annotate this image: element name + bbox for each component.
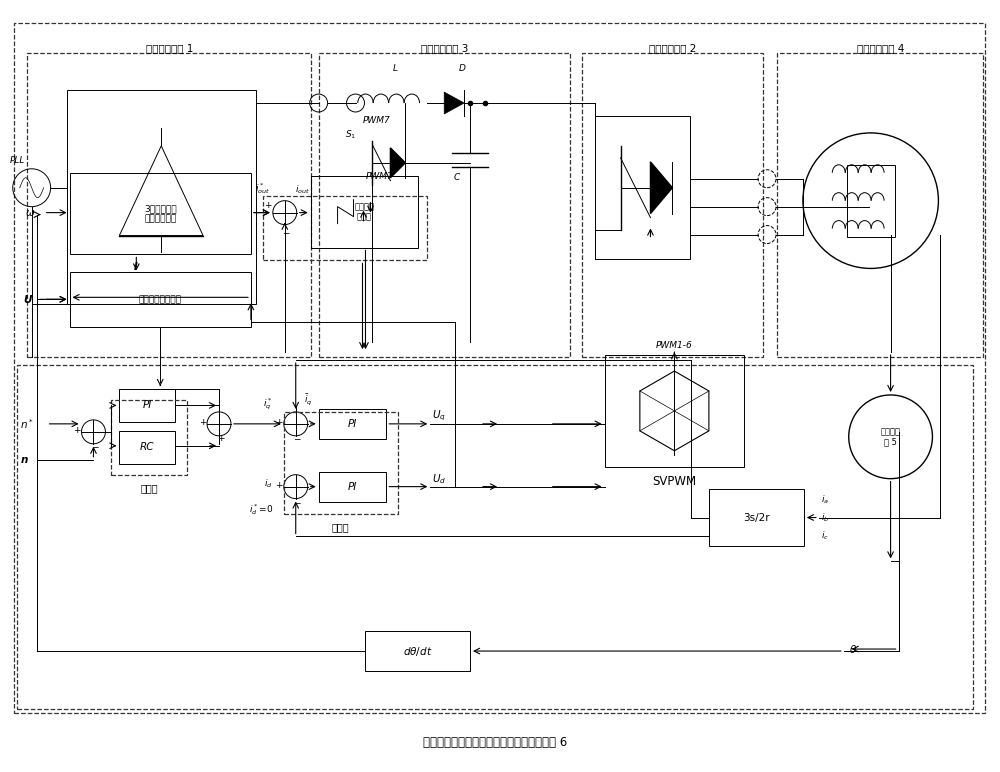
Text: L: L — [393, 64, 398, 73]
Bar — [27, 53, 311, 357]
Text: $i_q^*$: $i_q^*$ — [263, 396, 273, 412]
Bar — [847, 164, 895, 236]
Text: $-$: $-$ — [282, 227, 291, 236]
Bar — [311, 176, 418, 248]
Text: PI: PI — [143, 401, 152, 411]
Bar — [709, 489, 804, 547]
Bar — [365, 631, 470, 671]
Text: PWM1-6: PWM1-6 — [656, 341, 693, 350]
Bar — [777, 53, 983, 357]
Text: 光电编码
盘 5: 光电编码 盘 5 — [881, 427, 901, 446]
Circle shape — [803, 133, 938, 269]
Text: 单相整流电路 1: 单相整流电路 1 — [146, 43, 193, 53]
Text: PI: PI — [348, 419, 357, 429]
Text: $+$: $+$ — [73, 425, 82, 435]
Bar — [14, 23, 985, 713]
Polygon shape — [650, 162, 672, 214]
Bar — [67, 90, 256, 304]
Bar — [319, 53, 570, 357]
Bar — [70, 173, 251, 255]
Circle shape — [849, 395, 932, 479]
Text: PLL: PLL — [10, 156, 25, 165]
Text: $n^*$: $n^*$ — [20, 417, 34, 431]
Text: C: C — [453, 173, 459, 182]
Text: PWM7: PWM7 — [362, 116, 390, 125]
Text: $\boldsymbol{U}$: $\boldsymbol{U}$ — [23, 293, 33, 305]
Text: $i_d$: $i_d$ — [264, 477, 273, 490]
Text: 3s/2r: 3s/2r — [743, 513, 770, 523]
Text: $i_c$: $i_c$ — [821, 530, 829, 542]
Text: $+$: $+$ — [217, 433, 225, 443]
Text: $\boldsymbol{n}$: $\boldsymbol{n}$ — [20, 455, 29, 465]
Bar — [119, 431, 175, 464]
Text: $\bar{i}_q$: $\bar{i}_q$ — [304, 392, 313, 407]
Bar — [119, 389, 175, 422]
Text: $i_{out}$: $i_{out}$ — [295, 183, 310, 195]
Bar — [319, 409, 386, 438]
Bar — [582, 53, 763, 357]
Polygon shape — [390, 148, 405, 178]
Bar — [284, 412, 398, 513]
Text: $-$: $-$ — [293, 433, 302, 442]
Text: 三相逆变电路 2: 三相逆变电路 2 — [649, 43, 696, 53]
Text: PWM7: PWM7 — [365, 171, 393, 181]
Text: 永磁同步电机 4: 永磁同步电机 4 — [857, 43, 904, 53]
Bar — [263, 195, 427, 260]
Text: $\omega$: $\omega$ — [25, 208, 35, 218]
Text: 谐波注入电路 3: 谐波注入电路 3 — [421, 43, 468, 53]
Text: $i_{out}^*$: $i_{out}^*$ — [255, 181, 270, 195]
Text: 功率守恒算法模块: 功率守恒算法模块 — [139, 296, 182, 304]
Text: $\boldsymbol{I}$: $\boldsymbol{I}$ — [133, 260, 139, 273]
Text: 无电解电容电机驱动系统的永磁电机控制器 6: 无电解电容电机驱动系统的永磁电机控制器 6 — [423, 736, 567, 749]
Bar — [595, 116, 690, 259]
Text: 3次电流谐波
注入算法模块: 3次电流谐波 注入算法模块 — [144, 204, 177, 223]
Text: $+$: $+$ — [264, 200, 272, 210]
Bar — [17, 365, 973, 709]
Bar — [605, 355, 744, 467]
Text: $+$: $+$ — [199, 417, 207, 427]
Polygon shape — [444, 92, 464, 114]
Text: $U_q$: $U_q$ — [432, 408, 446, 423]
Text: RC: RC — [140, 442, 155, 452]
Text: 电流环: 电流环 — [332, 523, 349, 533]
Text: $i_d^*\!=\!0$: $i_d^*\!=\!0$ — [249, 502, 273, 516]
Text: SVPWM: SVPWM — [652, 475, 696, 488]
Text: D: D — [459, 64, 466, 73]
Text: $i_a$: $i_a$ — [821, 493, 829, 506]
Text: PI: PI — [348, 482, 357, 492]
Text: $+$: $+$ — [275, 479, 283, 489]
Text: $i_b$: $i_b$ — [821, 511, 829, 523]
Text: $S_1$: $S_1$ — [345, 129, 356, 141]
Text: $+$: $+$ — [275, 417, 283, 427]
Text: $U_d$: $U_d$ — [432, 472, 446, 486]
Text: $\theta$: $\theta$ — [849, 643, 857, 655]
Text: $-$: $-$ — [91, 442, 100, 450]
Text: 转速环: 转速环 — [140, 483, 158, 493]
Bar — [111, 400, 187, 475]
Text: $-$: $-$ — [293, 497, 302, 506]
Bar — [70, 273, 251, 327]
Text: $d\theta/dt$: $d\theta/dt$ — [403, 645, 432, 658]
Bar — [319, 472, 386, 502]
Text: 电流滞环
比较器: 电流滞环 比较器 — [354, 202, 374, 222]
